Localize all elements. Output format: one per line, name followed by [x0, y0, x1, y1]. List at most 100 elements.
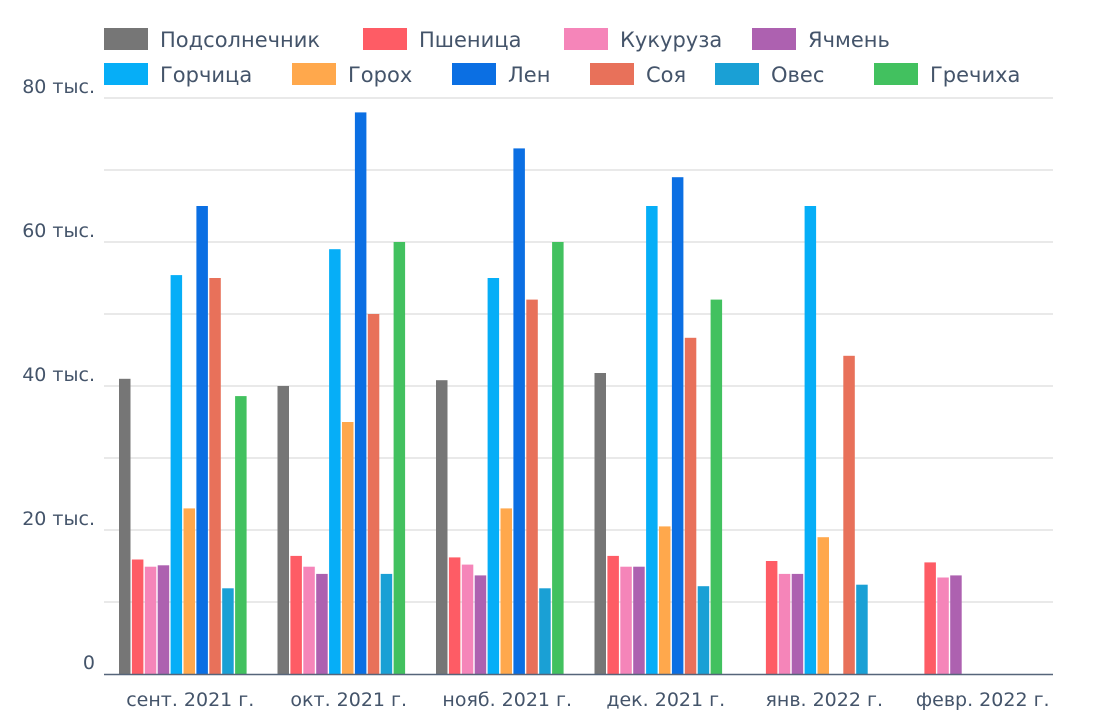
x-tick-label: дек. 2021 г. — [606, 689, 725, 711]
bar-овес-3 — [697, 586, 710, 674]
legend-item-лен[interactable]: Лен — [452, 63, 550, 87]
legend-swatch — [564, 28, 608, 50]
bar-подсолнечник-0 — [119, 378, 131, 674]
bar-горчица-0 — [170, 275, 183, 674]
bar-лен-0 — [196, 206, 208, 674]
legend-swatch — [715, 63, 759, 85]
bar-ячмень-2 — [474, 575, 487, 674]
bar-гречиха-1 — [393, 242, 406, 674]
bar-пшеница-5 — [924, 562, 936, 674]
bar-пшеница-0 — [131, 559, 144, 674]
legend-item-гречиха[interactable]: Гречиха — [874, 63, 1020, 87]
bar-group-0 — [119, 206, 247, 674]
bar-соя-2 — [526, 299, 538, 674]
legend-swatch — [104, 63, 148, 85]
legend: Подсолнечник Пшеница Кукуруза Ячмень Горчица… — [104, 28, 1020, 87]
bar-горох-3 — [659, 526, 671, 674]
bar-горох-2 — [500, 508, 512, 674]
bar-кукуруза-0 — [144, 566, 157, 674]
legend-item-горох[interactable]: Горох — [292, 63, 412, 87]
legend-item-кукуруза[interactable]: Кукуруза — [564, 28, 722, 52]
legend-label: Подсолнечник — [160, 28, 320, 52]
legend-label: Лен — [508, 63, 550, 87]
bar-овес-2 — [539, 588, 551, 674]
legend-swatch — [363, 28, 407, 50]
bar-лен-3 — [671, 177, 684, 674]
bars — [119, 112, 962, 674]
x-axis: сент. 2021 г. окт. 2021 г. нояб. 2021 г. де… — [126, 689, 1049, 711]
bar-овес-0 — [222, 588, 234, 674]
bar-group-1 — [277, 112, 406, 674]
gridlines — [104, 97, 1053, 603]
legend-label: Ячмень — [808, 28, 890, 52]
legend-label: Кукуруза — [620, 28, 722, 52]
bar-кукуруза-1 — [303, 566, 315, 674]
legend-item-подсолнечник[interactable]: Подсолнечник — [104, 28, 320, 52]
bar-лен-1 — [354, 112, 367, 674]
bar-ячмень-1 — [316, 573, 328, 674]
y-tick-label: 80 тыс. — [22, 76, 95, 98]
bar-горчица-4 — [804, 206, 817, 674]
legend-swatch — [104, 28, 148, 50]
bar-подсолнечник-3 — [594, 373, 606, 674]
legend-label: Гречиха — [930, 63, 1020, 87]
y-tick-label: 40 тыс. — [22, 364, 95, 386]
bar-group-4 — [765, 206, 868, 674]
y-axis: 0 20 тыс. 40 тыс. 60 тыс. 80 тыс. — [22, 76, 95, 674]
legend-label: Овес — [771, 63, 824, 87]
legend-item-пшеница[interactable]: Пшеница — [363, 28, 521, 52]
bar-подсолнечник-2 — [436, 380, 448, 674]
y-tick-label: 60 тыс. — [22, 220, 95, 242]
x-tick-label: сент. 2021 г. — [126, 689, 254, 711]
legend-swatch — [452, 63, 496, 85]
bar-ячмень-4 — [791, 573, 804, 674]
bar-пшеница-4 — [765, 561, 778, 674]
bar-подсолнечник-1 — [277, 386, 289, 674]
bar-горчица-2 — [487, 278, 500, 674]
bar-group-3 — [594, 177, 723, 674]
legend-label: Соя — [646, 63, 686, 87]
legend-swatch — [292, 63, 336, 85]
x-tick-label: нояб. 2021 г. — [442, 689, 572, 711]
bar-ячмень-5 — [950, 575, 962, 674]
bar-кукуруза-5 — [937, 577, 949, 674]
bar-гречиха-0 — [235, 396, 247, 674]
x-tick-label: янв. 2022 г. — [765, 689, 883, 711]
bar-ячмень-0 — [157, 565, 170, 674]
legend-item-овес[interactable]: Овес — [715, 63, 824, 87]
bar-горчица-3 — [646, 206, 658, 674]
bar-group-5 — [924, 562, 962, 674]
y-tick-label: 20 тыс. — [22, 508, 95, 530]
bar-соя-1 — [367, 314, 380, 674]
bar-кукуруза-3 — [620, 566, 632, 674]
bar-соя-0 — [209, 278, 221, 674]
bar-соя-3 — [684, 337, 697, 674]
bar-соя-4 — [843, 355, 855, 674]
legend-item-соя[interactable]: Соя — [590, 63, 686, 87]
bar-гречиха-2 — [552, 242, 564, 674]
legend-item-ячмень[interactable]: Ячмень — [752, 28, 890, 52]
bar-гречиха-3 — [710, 299, 723, 674]
legend-item-горчица[interactable]: Горчица — [104, 63, 252, 87]
bar-ячмень-3 — [633, 566, 645, 674]
bar-горох-0 — [183, 508, 195, 674]
bar-лен-2 — [513, 148, 525, 674]
bar-овес-4 — [856, 584, 868, 674]
bar-горох-1 — [342, 422, 354, 674]
legend-swatch — [590, 63, 634, 85]
x-tick-label: окт. 2021 г. — [290, 689, 407, 711]
bar-кукуруза-2 — [461, 564, 474, 674]
legend-label: Горчица — [160, 63, 252, 87]
legend-swatch — [752, 28, 796, 50]
bar-пшеница-3 — [607, 555, 619, 674]
legend-label: Пшеница — [419, 28, 521, 52]
bar-кукуруза-4 — [778, 573, 791, 674]
bar-горох-4 — [817, 537, 829, 674]
legend-label: Горох — [348, 63, 412, 87]
bar-пшеница-1 — [290, 555, 302, 674]
y-tick-label: 0 — [83, 652, 95, 674]
bar-пшеница-2 — [448, 557, 461, 674]
x-tick-label: февр. 2022 г. — [916, 689, 1050, 711]
bar-горчица-1 — [329, 249, 341, 674]
